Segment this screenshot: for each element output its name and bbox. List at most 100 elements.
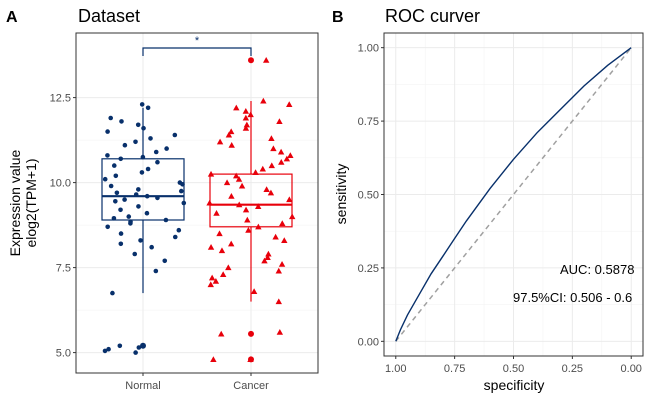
panel-a-point — [262, 57, 270, 63]
panel-a-point — [261, 257, 268, 264]
panel-a-point — [286, 101, 293, 107]
panel-a-point — [278, 261, 286, 267]
panel-a-outlier — [248, 57, 254, 64]
panel-a-point — [276, 329, 284, 335]
panel-a-point — [216, 138, 224, 145]
panel-b-xtick-label: 0.25 — [562, 363, 583, 375]
panel-a-point — [145, 166, 151, 172]
panel-a-point — [245, 227, 252, 233]
panel-b-xtick-label: 0.75 — [444, 363, 465, 375]
panel-a-point — [210, 356, 217, 362]
panel-a-point — [106, 346, 111, 352]
panel-a-point — [172, 234, 178, 240]
panel-a-point — [140, 154, 146, 160]
panel-a-point — [270, 145, 277, 152]
panel-a-point — [218, 330, 225, 337]
panel-a-plot: 5.0 7.5 10.0 12.5 Normal Cancer * — [50, 32, 319, 392]
panel-a-title: Dataset — [78, 6, 140, 26]
panel-b-letter: B — [332, 9, 344, 26]
panel-a-point — [133, 192, 139, 197]
panel-b-plot: 1.00 0.75 0.50 0.25 0.00 0.00 0.25 0.50 0.75 1.00… — [358, 32, 644, 375]
panel-a-point — [108, 115, 113, 121]
panel-b-auc-label: AUC: 0.5878 — [560, 262, 634, 277]
panel-a-point — [113, 199, 118, 204]
panel-a-point — [259, 165, 266, 172]
panel-a-point — [136, 345, 142, 350]
panel-a-point — [213, 210, 220, 216]
panel-a-point — [283, 155, 291, 162]
panel-a-border — [75, 32, 319, 374]
panel-b-border — [383, 32, 644, 357]
panel-b-ytick-label: 0.25 — [358, 263, 379, 275]
panel-a-point — [118, 207, 123, 213]
panel-a-point — [235, 176, 243, 182]
panel-a-point — [244, 216, 251, 223]
panel-a-point — [263, 186, 270, 192]
panel-a-point — [145, 105, 151, 111]
panel-a-point — [264, 254, 271, 260]
panel-a-point — [233, 104, 240, 111]
panel-a-point — [126, 214, 132, 219]
panel-a-point — [242, 114, 250, 121]
panel-b-ytick-label: 0.75 — [358, 116, 379, 128]
panel-a-point — [287, 152, 294, 158]
panel-a-point — [117, 343, 123, 349]
panel-a-point — [136, 204, 141, 209]
panel-a-significance-bracket — [142, 47, 252, 56]
panel-b-ytick-label: 0.00 — [358, 336, 379, 348]
panel-a-point — [242, 206, 250, 213]
panel-b-xtick-label: 1.00 — [385, 363, 406, 375]
panel-a-point — [132, 251, 138, 257]
panel-a-point — [113, 173, 119, 179]
panel-a-point — [281, 237, 288, 243]
panel-b-ytick-label: 1.00 — [358, 43, 379, 55]
panel-a-point — [277, 148, 285, 155]
panel-a-point — [164, 146, 169, 151]
panel-a-point — [247, 111, 254, 118]
panel-a-point — [135, 122, 141, 128]
panel-a-point — [223, 179, 231, 186]
panel-a-point — [122, 142, 128, 148]
panel-a-point — [122, 197, 127, 202]
panel-a-point — [144, 210, 150, 216]
panel-a-point — [236, 201, 243, 208]
panel-a-outlier — [140, 342, 146, 349]
panel-a-ytick-label: 7.5 — [56, 263, 71, 275]
panel-a-point — [207, 244, 215, 250]
panel-a-point — [289, 213, 296, 220]
panel-a-point — [218, 247, 226, 254]
panel-a-point — [111, 163, 117, 168]
panel-a-point — [228, 142, 235, 148]
panel-a-box-1 — [209, 173, 293, 228]
panel-a-point — [178, 188, 184, 194]
panel-a-xtick-label: Normal — [125, 380, 160, 392]
panel-a-ylabel: Expression value elog2(TPM+1) — [7, 149, 39, 256]
panel-a-point — [275, 298, 282, 305]
panel-a-point — [102, 348, 108, 354]
panel-a-point — [176, 227, 182, 233]
panel-a-point — [208, 274, 216, 281]
panel-a-point — [105, 153, 110, 158]
panel-a-point — [260, 97, 267, 104]
panel-a-ylabel-line1: Expression value — [7, 149, 23, 256]
panel-a-point — [268, 135, 275, 141]
panel-a-point — [180, 182, 185, 187]
panel-a-point — [119, 119, 124, 124]
panel-a-point — [243, 121, 251, 128]
panel-a-point — [228, 193, 235, 199]
panel-a-point — [242, 108, 250, 114]
panel-a-point — [207, 281, 214, 288]
panel-a-point — [108, 183, 114, 189]
panel-a-point — [206, 199, 213, 206]
panel-b-ytick-label: 0.50 — [358, 190, 379, 202]
panel-a-point — [114, 190, 120, 196]
panel-a-point — [102, 176, 108, 182]
panel-a-point — [110, 290, 115, 296]
panel-a-point — [118, 156, 124, 162]
panel-a-point — [139, 102, 145, 107]
panel-a-point — [133, 139, 138, 145]
panel-a-point — [252, 169, 259, 175]
panel-a-point — [155, 195, 160, 201]
panel-a-point — [278, 159, 285, 165]
